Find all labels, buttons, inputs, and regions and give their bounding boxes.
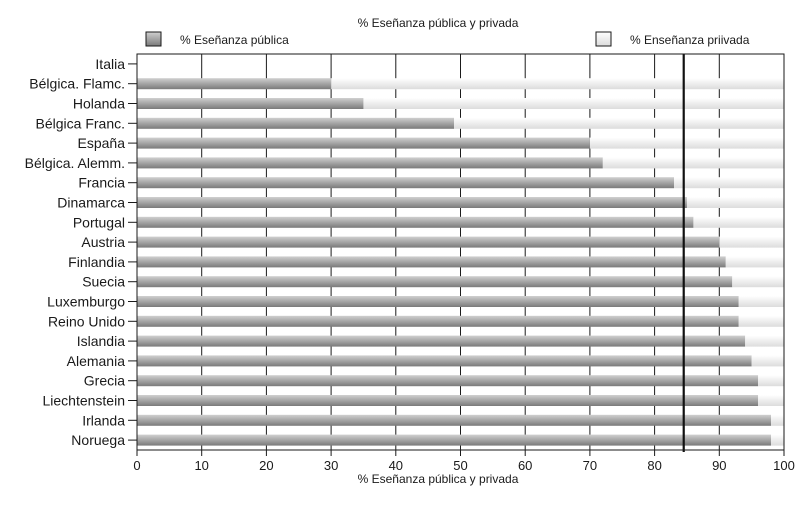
y-tick-label: España: [78, 135, 126, 151]
bar-private: [331, 78, 784, 90]
y-tick-label: Irlanda: [82, 412, 125, 428]
bar-public: [137, 78, 332, 90]
plot-area: Italia Bélgica. Flamc. Holanda Bélgica Fran…: [25, 53, 795, 473]
bar-public: [137, 177, 675, 189]
bar-public: [137, 98, 364, 109]
bar-public: [137, 355, 752, 367]
y-tick-label: Bélgica. Flamc.: [29, 76, 125, 92]
x-tick-label: 80: [647, 458, 661, 473]
bar-private: [454, 117, 784, 129]
x-tick-label: 40: [389, 458, 403, 473]
legend: % Eseñanza pública % Enseñanza priivada: [145, 31, 750, 47]
y-tick-label: Austria: [81, 234, 125, 250]
bar-public: [137, 157, 603, 169]
x-tick-label: 90: [712, 458, 726, 473]
bar-private: [725, 256, 784, 268]
bar-private: [758, 375, 784, 387]
bar-public: [137, 315, 739, 327]
bar-public: [137, 395, 759, 406]
y-tick-label: Liechtenstein: [42, 393, 125, 409]
y-tick-label: Suecia: [82, 274, 125, 290]
bar-private: [589, 137, 784, 149]
bar-private: [751, 355, 784, 367]
legend-label: % Enseñanza priivada: [630, 33, 750, 47]
x-tick-label: 60: [518, 458, 532, 473]
y-tick-label: Bélgica Franc.: [36, 115, 125, 131]
y-tick-label: Alemania: [67, 353, 126, 369]
x-tick-label: 100: [773, 458, 795, 473]
bar-private: [771, 414, 784, 426]
x-tick-label: 70: [583, 458, 597, 473]
bar-public: [137, 256, 726, 268]
bar-public: [137, 137, 590, 149]
bar-private: [771, 434, 784, 446]
y-tick-label: Francia: [78, 175, 125, 191]
x-tick-label: 20: [259, 458, 273, 473]
bar-private: [674, 177, 784, 189]
bar-private: [738, 296, 784, 307]
x-tick-label: 0: [133, 458, 140, 473]
bar-public: [137, 335, 746, 347]
bar-private: [745, 335, 784, 347]
y-tick-label: Portugal: [73, 214, 125, 230]
y-tick-label: Islandia: [77, 333, 125, 349]
y-tick-label: Reino Unido: [48, 313, 125, 329]
bar-private: [719, 236, 784, 248]
legend-swatch: [595, 31, 612, 47]
bar-public: [137, 216, 694, 228]
y-tick-label: Noruega: [71, 432, 125, 448]
chart-title: % Eseñanza pública y privada: [358, 16, 519, 30]
bar-public: [137, 296, 739, 307]
x-axis-label: % Eseñanza pública y privada: [358, 472, 519, 486]
x-tick-label: 10: [194, 458, 208, 473]
y-tick-label: Italia: [95, 56, 125, 72]
y-tick-label: Luxemburgo: [47, 294, 125, 310]
bar-private: [363, 98, 784, 109]
bar-private: [686, 197, 784, 208]
y-tick-label: Grecia: [84, 373, 125, 389]
bar-private: [758, 395, 784, 406]
bar-public: [137, 236, 720, 248]
legend-label: % Eseñanza pública: [180, 33, 289, 47]
bar-private: [602, 157, 784, 169]
bar-public: [137, 276, 733, 288]
bar-private: [693, 216, 784, 228]
y-tick-label: Finlandia: [68, 254, 125, 270]
bar-private: [732, 276, 784, 288]
bar-public: [137, 197, 687, 208]
bar-public: [137, 117, 455, 129]
x-tick-label: 30: [324, 458, 338, 473]
bar-private: [738, 315, 784, 327]
bar-public: [137, 375, 759, 387]
bar-public: [137, 434, 772, 446]
y-tick-label: Holanda: [73, 96, 125, 112]
x-tick-label: 50: [453, 458, 467, 473]
bar-public: [137, 414, 772, 426]
legend-swatch: [145, 31, 162, 47]
y-tick-label: Bélgica. Alemm.: [25, 155, 125, 171]
y-tick-label: Dinamarca: [57, 195, 125, 211]
